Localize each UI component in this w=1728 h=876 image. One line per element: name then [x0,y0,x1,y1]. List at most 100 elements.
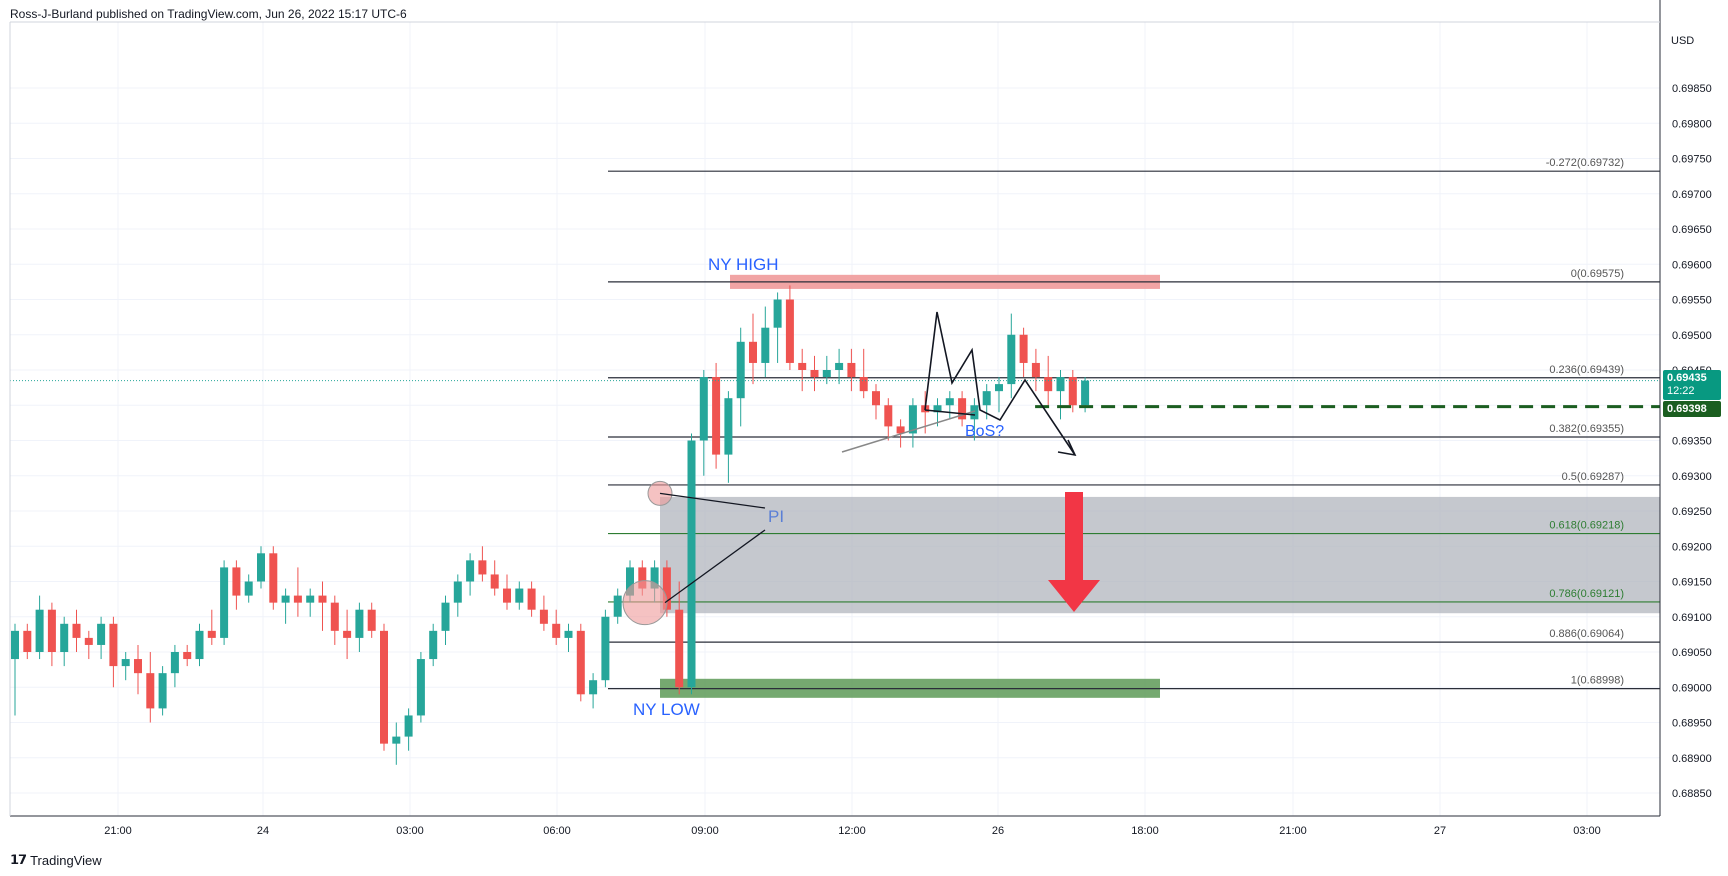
candle-body [736,341,745,399]
candle-body [859,377,868,392]
candle-body [724,398,733,455]
fib-label: 1(0.68998) [1571,675,1624,687]
time-axis-label: 18:00 [1131,825,1159,837]
candle-body [183,652,192,660]
chart-zones [660,274,1660,698]
price-scale-label: 0.69700 [1672,189,1712,201]
pi-label: PI [768,507,784,526]
candle-body [404,715,413,737]
tradingview-footer[interactable]: 𝟭𝟳 TradingView [10,852,102,868]
pi-circle-lower [622,580,668,626]
down-arrow-head [1048,580,1100,612]
time-axis-label: 24 [257,825,269,837]
candle-body [392,736,401,744]
candle-body [232,567,241,596]
candle-body [72,623,81,638]
candle-body [109,623,118,667]
candle-body [60,623,69,652]
candle-body [355,609,364,638]
price-scale-label: 0.68950 [1672,718,1712,730]
price-scale-label: 0.69850 [1672,83,1712,95]
time-axis-label: 26 [992,825,1004,837]
price-scale-label: 0.69350 [1672,436,1712,448]
candle-body [281,595,290,603]
chart-grid [10,22,1660,816]
candle-body [982,391,991,406]
countdown-value: 12:22 [1667,385,1695,397]
candle-body [35,609,44,652]
candle-body [687,440,696,688]
time-axis-label: 12:00 [838,825,866,837]
candle-body [712,377,721,455]
price-scale-label: 0.69200 [1672,541,1712,553]
candle-body [478,560,487,575]
price-scale-label: 0.69650 [1672,224,1712,236]
projection-arrowhead [1057,439,1077,457]
candle-body [207,630,216,638]
annotation-texts: NY HIGH NY LOW PI BoS? [633,255,1004,719]
price-scale-label: 0.69150 [1672,577,1712,589]
candle-body [908,405,917,434]
down-arrow-shaft [1065,492,1083,580]
candle-body [47,609,56,652]
candle-body [933,405,942,413]
price-scale-labels: 0.69850 0.69800 0.69750 0.69700 0.69650 0.696… [1672,83,1712,800]
candle-body [11,630,19,660]
price-scale-label: 0.69100 [1672,612,1712,624]
candle-body [441,602,450,631]
candle-body [170,652,179,674]
candle-body [84,637,93,645]
candle-body [97,623,106,645]
price-scale-label: 0.69500 [1672,330,1712,342]
candle-body [626,567,634,596]
price-scale-label: 0.69600 [1672,259,1712,271]
pi-line-lower [664,529,766,604]
candle-body [835,362,844,370]
candle-body [896,426,905,434]
candle-body [1081,380,1090,406]
fib-label: 0(0.69575) [1571,268,1624,280]
candle-body [613,595,622,617]
candle-body [306,595,315,603]
candle-body [662,567,671,610]
candle-body [576,630,585,695]
candle-body [785,299,794,363]
bos-label: BoS? [965,423,1004,440]
time-axis-label: 03:00 [396,825,424,837]
time-axis-label: 06:00 [543,825,571,837]
candle-body [293,595,302,603]
candle-body [1019,334,1028,363]
candle-body [453,581,462,603]
ny-high-label: NY HIGH [708,255,779,274]
fib-label: 0.382(0.69355) [1549,423,1624,435]
candle-body [257,553,265,582]
candle-body [330,602,339,631]
candle-body [749,341,757,363]
time-axis-label: 21:00 [1279,825,1307,837]
time-axis-label: 03:00 [1573,825,1601,837]
pi-line-upper [659,492,766,509]
candle-body [121,659,130,667]
candle-body [343,630,352,638]
candle-body [269,553,278,603]
time-axis-label: 27 [1434,825,1446,837]
candle-body [195,630,204,660]
candle-body [564,630,573,638]
dashed-level-tag: 0.69398 [1663,401,1721,417]
candle-body [429,630,438,660]
candle-body [416,659,425,716]
fib-label: 0.886(0.69064) [1549,628,1624,640]
price-scale-label: 0.69050 [1672,647,1712,659]
candle-body [638,567,647,589]
candle-body [367,609,376,631]
candle-body [527,588,536,610]
candle-body [552,623,561,638]
candle-body [490,574,499,589]
candle-body [1068,377,1077,406]
projection-zigzag [924,311,1076,456]
fib-label: -0.272(0.69732) [1546,157,1624,169]
candle-body [773,299,782,328]
candle-body [220,567,229,638]
fib-label: 0.5(0.69287) [1562,471,1624,483]
